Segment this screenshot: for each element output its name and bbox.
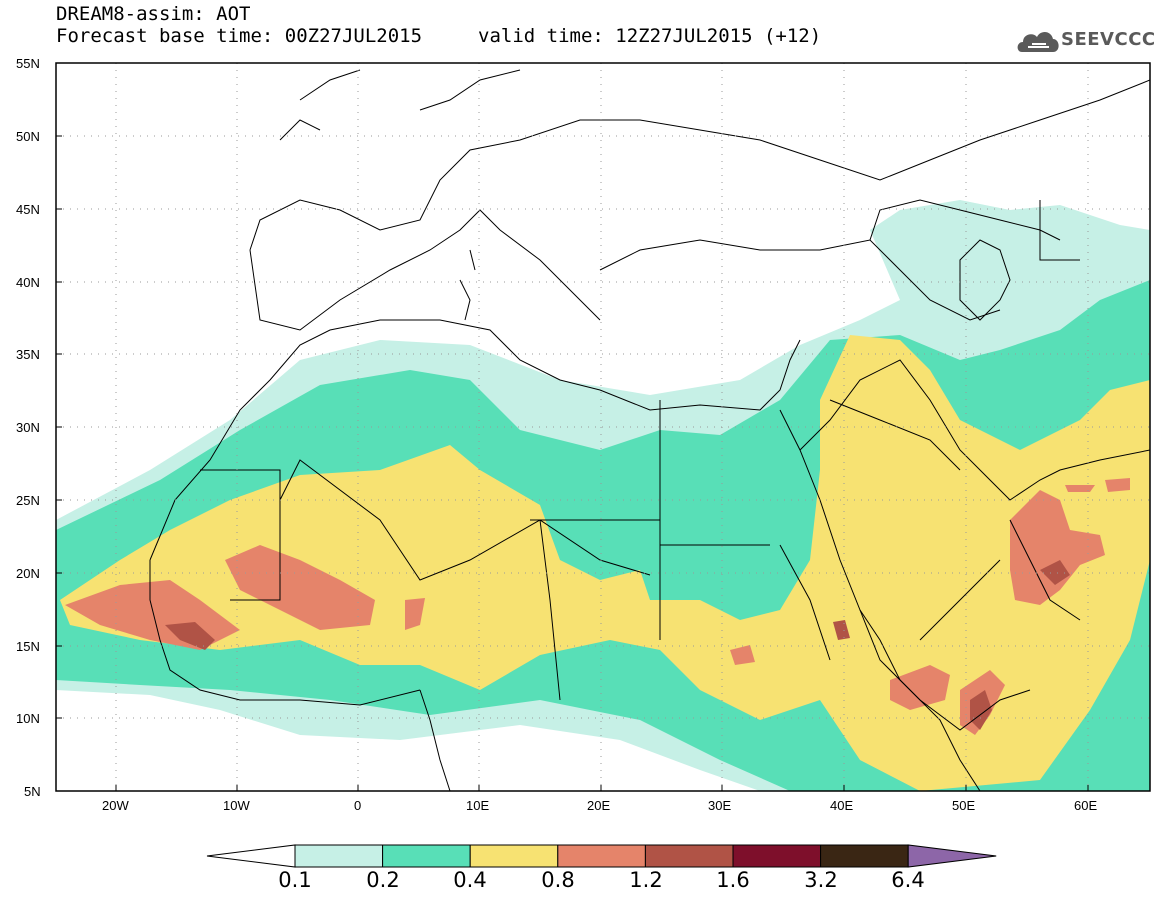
colorbar-level-label: 0.1	[278, 868, 312, 892]
lat-label: 10N	[16, 711, 40, 726]
lat-label: 20N	[16, 566, 40, 581]
colorbar-level-label: 6.4	[891, 868, 925, 892]
coastlines	[149, 69, 1150, 791]
colorbar-level-label: 1.6	[716, 868, 750, 892]
cloud-icon	[1017, 31, 1059, 52]
lon-label: 20W	[102, 798, 129, 813]
lat-label: 35N	[16, 347, 40, 362]
lon-label: 40E	[830, 798, 854, 813]
lat-label: 45N	[16, 202, 40, 217]
lat-label: 5N	[24, 784, 41, 799]
lon-label: 50E	[952, 798, 976, 813]
graticule	[56, 63, 1150, 791]
lon-label: 10E	[466, 798, 490, 813]
lat-label: 40N	[16, 275, 40, 290]
lat-label: 15N	[16, 639, 40, 654]
lon-label: 30E	[708, 798, 732, 813]
aot-contour-1.2	[165, 622, 215, 650]
map-title: DREAM8-assim: AOT	[56, 3, 251, 25]
valid-time: valid time: 12Z27JUL2015 (+12)	[478, 25, 822, 47]
aot-field	[56, 63, 1150, 791]
seevccc-logo: SEEVCCC	[1061, 29, 1156, 50]
colorbar-level-label: 0.8	[541, 868, 575, 892]
colorbar-level-label: 0.2	[366, 868, 400, 892]
colorbar-level-label: 0.4	[453, 868, 487, 892]
forecast-base-time: Forecast base time: 00Z27JUL2015	[56, 25, 423, 47]
colorbar-level-label: 1.2	[629, 868, 663, 892]
lon-label: 0	[354, 798, 362, 813]
lon-label: 60E	[1074, 798, 1098, 813]
lat-label: 30N	[16, 420, 40, 435]
axis-ticks	[56, 62, 1089, 791]
lat-label: 25N	[16, 493, 40, 508]
aot-contour-0.4	[60, 335, 1150, 791]
lat-label: 50N	[16, 129, 40, 144]
lon-label: 10W	[223, 798, 250, 813]
lat-label: 55N	[16, 56, 40, 71]
colorbar-level-label: 3.2	[804, 868, 838, 892]
lon-label: 20E	[587, 798, 611, 813]
